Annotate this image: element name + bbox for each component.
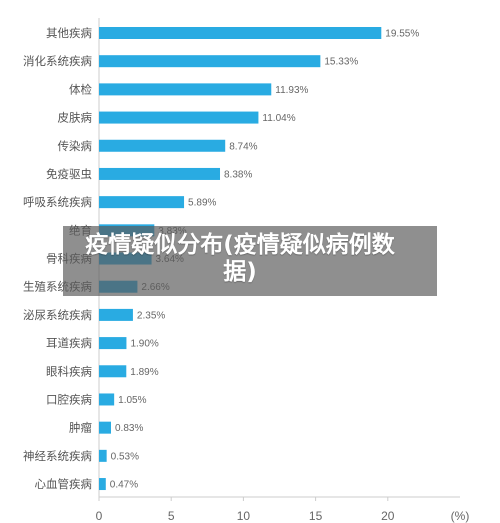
x-ticks: 0 5 10 15 20 (%) bbox=[96, 497, 470, 523]
tick-label: 5 bbox=[168, 509, 175, 523]
category-label: 传染病 bbox=[58, 139, 93, 153]
value-label: 8.38% bbox=[224, 169, 252, 180]
value-label: 0.47% bbox=[110, 480, 138, 491]
bar bbox=[99, 167, 221, 180]
bar bbox=[99, 478, 106, 491]
tick-label: 20 bbox=[381, 509, 395, 523]
value-label: 2.35% bbox=[137, 310, 165, 321]
category-label: 消化系统疾病 bbox=[23, 54, 92, 68]
value-label: 15.33% bbox=[324, 57, 358, 68]
category-label: 皮肤病 bbox=[58, 111, 93, 125]
value-label: 19.55% bbox=[385, 29, 419, 40]
value-label: 11.04% bbox=[262, 113, 295, 124]
title-banner: 疫情疑似分布(疫情疑似病例数据) bbox=[63, 226, 437, 296]
value-label: 5.89% bbox=[188, 198, 216, 209]
bar bbox=[99, 196, 185, 209]
value-label: 1.89% bbox=[130, 367, 158, 378]
bar bbox=[99, 449, 107, 462]
category-label: 口腔疾病 bbox=[46, 392, 92, 406]
bar bbox=[99, 421, 111, 434]
category-label: 泌尿系统疾病 bbox=[23, 308, 92, 322]
bar bbox=[99, 55, 321, 68]
tick-label: 10 bbox=[237, 509, 251, 523]
value-label: 0.83% bbox=[115, 423, 143, 434]
x-axis-unit-label: (%) bbox=[451, 509, 470, 523]
banner-title: 疫情疑似分布(疫情疑似病例数据) bbox=[85, 232, 395, 285]
tick-label: 15 bbox=[309, 509, 323, 523]
category-label: 耳道疾病 bbox=[46, 336, 92, 350]
bar bbox=[99, 139, 226, 152]
value-label: 1.90% bbox=[130, 339, 158, 350]
value-label: 8.74% bbox=[229, 141, 257, 152]
category-label: 神经系统疾病 bbox=[23, 449, 92, 463]
value-label: 0.53% bbox=[111, 451, 139, 462]
category-label: 免疫驱虫 bbox=[46, 167, 92, 181]
value-label: 1.05% bbox=[118, 395, 146, 406]
category-label: 呼吸系统疾病 bbox=[23, 195, 92, 209]
bar bbox=[99, 365, 127, 378]
bar bbox=[99, 337, 127, 350]
bar bbox=[99, 308, 133, 321]
value-label: 11.93% bbox=[275, 85, 308, 96]
category-label: 眼科疾病 bbox=[46, 364, 92, 378]
bar bbox=[99, 27, 382, 39]
bar bbox=[99, 111, 259, 124]
category-label: 其他疾病 bbox=[46, 26, 92, 40]
bar bbox=[99, 393, 115, 406]
category-label: 肿瘤 bbox=[69, 421, 92, 435]
tick-label: 0 bbox=[96, 509, 103, 523]
bar bbox=[99, 83, 272, 96]
category-label: 心血管疾病 bbox=[35, 477, 93, 491]
category-label: 体检 bbox=[69, 82, 92, 96]
